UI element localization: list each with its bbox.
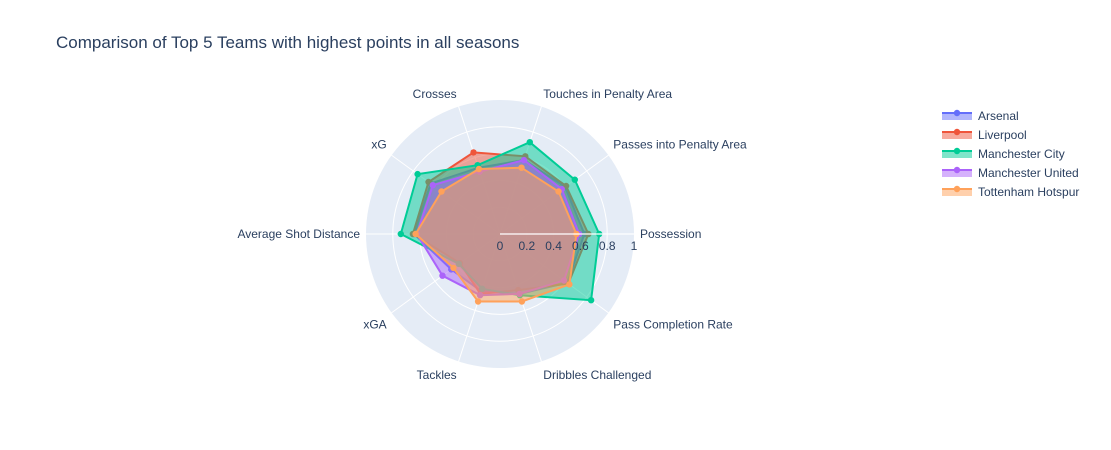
- data-point-tottenham-hotspur-touches-in-penalty-area[interactable]: [518, 164, 525, 171]
- series-tottenham-hotspur: [412, 164, 580, 305]
- radial-tick-label: 0: [497, 239, 504, 253]
- axis-label-possession: Possession: [640, 227, 701, 241]
- legend-swatch-marker: [953, 147, 961, 154]
- legend-swatch-icon: [942, 128, 972, 139]
- legend-swatch-icon: [942, 147, 972, 158]
- axis-label-tackles: Tackles: [417, 368, 457, 382]
- chart-title: Comparison of Top 5 Teams with highest p…: [56, 33, 520, 52]
- data-point-tottenham-hotspur-crosses[interactable]: [475, 165, 483, 173]
- data-point-manchester-city-xg[interactable]: [414, 170, 421, 178]
- legend-label: Manchester United: [978, 165, 1079, 180]
- axis-label-dribbles-challenged: Dribbles Challenged: [543, 368, 651, 382]
- axis-label-crosses: Crosses: [413, 87, 457, 101]
- data-point-manchester-city-passes-into-penalty-area[interactable]: [571, 176, 578, 183]
- legend-item-tottenham-hotspur[interactable]: Tottenham Hotspur: [940, 182, 1079, 201]
- legend: Arsenal Liverpool Manchester City Mancheste…: [940, 106, 1079, 201]
- legend-swatch-icon: [942, 166, 972, 177]
- data-point-liverpool-crosses[interactable]: [470, 149, 477, 156]
- data-point-manchester-united-xga[interactable]: [439, 272, 446, 279]
- data-point-tottenham-hotspur-average-shot-distance[interactable]: [412, 230, 419, 238]
- data-point-tottenham-hotspur-xg[interactable]: [438, 188, 445, 195]
- legend-item-liverpool[interactable]: Liverpool: [940, 125, 1079, 144]
- legend-label: Tottenham Hotspur: [978, 184, 1080, 199]
- radial-tick-label: 0.8: [599, 239, 616, 253]
- data-point-manchester-city-pass-completion-rate[interactable]: [587, 297, 595, 304]
- legend-swatch-marker: [953, 128, 961, 135]
- legend-label: Liverpool: [978, 127, 1027, 142]
- data-point-manchester-united-xg[interactable]: [429, 182, 436, 189]
- legend-label: Manchester City: [978, 146, 1065, 161]
- data-point-tottenham-hotspur-tackles[interactable]: [474, 298, 482, 305]
- data-point-tottenham-hotspur-dribbles-challenged[interactable]: [518, 298, 526, 305]
- legend-swatch-marker: [953, 109, 961, 116]
- legend-item-manchester-city[interactable]: Manchester City: [940, 144, 1079, 163]
- radial-tick-label: 0.4: [545, 239, 562, 253]
- legend-item-manchester-united[interactable]: Manchester United: [940, 163, 1079, 182]
- axis-label-touches-in-penalty-area: Touches in Penalty Area: [543, 87, 672, 101]
- legend-item-arsenal[interactable]: Arsenal: [940, 106, 1079, 125]
- axis-label-pass-completion-rate: Pass Completion Rate: [613, 317, 733, 331]
- axis-label-xga: xGA: [363, 317, 386, 331]
- radial-tick-label: 1: [631, 239, 638, 253]
- axis-label-passes-into-penalty-area: Passes into Penalty Area: [613, 138, 747, 152]
- series-layer: [397, 139, 603, 305]
- data-point-tottenham-hotspur-passes-into-penalty-area[interactable]: [555, 188, 562, 195]
- legend-label: Arsenal: [978, 108, 1019, 123]
- legend-swatch-icon: [942, 185, 972, 196]
- data-point-manchester-united-touches-in-penalty-area[interactable]: [520, 156, 528, 164]
- data-point-manchester-city-average-shot-distance[interactable]: [397, 230, 404, 238]
- radial-tick-label: 0.6: [572, 239, 589, 253]
- legend-swatch-marker: [953, 166, 961, 173]
- data-point-tottenham-hotspur-pass-completion-rate[interactable]: [566, 281, 573, 288]
- legend-swatch-marker: [953, 185, 961, 192]
- radial-tick-label: 0.2: [518, 239, 535, 253]
- data-point-manchester-city-touches-in-penalty-area[interactable]: [526, 139, 533, 146]
- legend-swatch-icon: [942, 109, 972, 120]
- axis-label-average-shot-distance: Average Shot Distance: [237, 227, 360, 241]
- axis-label-xg: xG: [371, 138, 386, 152]
- data-point-tottenham-hotspur-xga[interactable]: [450, 264, 457, 272]
